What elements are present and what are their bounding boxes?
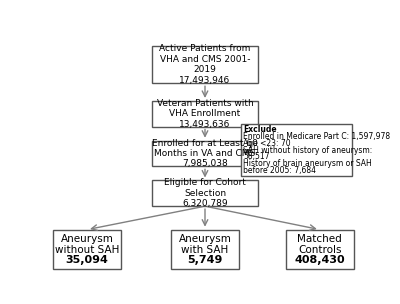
FancyBboxPatch shape [286, 230, 354, 269]
Text: Active Patients from
VHA and CMS 2001-
2019
17,493,946: Active Patients from VHA and CMS 2001- 2… [159, 44, 251, 85]
Text: Age <23: 70: Age <23: 70 [243, 139, 291, 148]
Text: 35,094: 35,094 [66, 255, 109, 265]
FancyBboxPatch shape [171, 230, 239, 269]
Text: Enrolled for at Least 60
Months in VA and CMS
7,985,038: Enrolled for at Least 60 Months in VA an… [152, 139, 258, 168]
Text: Enrolled in Medicare Part C: 1,597,978: Enrolled in Medicare Part C: 1,597,978 [243, 132, 390, 141]
Text: Matched
Controls: Matched Controls [297, 233, 342, 255]
Text: Aneurysm
with SAH: Aneurysm with SAH [178, 233, 232, 255]
Text: Exclude: Exclude [243, 126, 277, 134]
FancyBboxPatch shape [152, 141, 258, 166]
Text: 58,517: 58,517 [243, 152, 270, 161]
Text: Aneurysm
without SAH: Aneurysm without SAH [55, 233, 119, 255]
FancyBboxPatch shape [241, 124, 352, 176]
FancyBboxPatch shape [152, 46, 258, 83]
Text: 408,430: 408,430 [294, 255, 345, 265]
FancyBboxPatch shape [152, 181, 258, 206]
Text: SAH without history of aneurysm:: SAH without history of aneurysm: [243, 146, 372, 154]
Text: Eligible for Cohort
Selection
6,320,789: Eligible for Cohort Selection 6,320,789 [164, 178, 246, 208]
Text: History of brain aneurysm or SAH: History of brain aneurysm or SAH [243, 159, 372, 168]
Text: Veteran Patients with
VHA Enrollment
13,493,636: Veteran Patients with VHA Enrollment 13,… [157, 99, 253, 129]
FancyBboxPatch shape [53, 230, 121, 269]
Text: before 2005: 7,684: before 2005: 7,684 [243, 166, 316, 174]
Text: 5,749: 5,749 [187, 255, 223, 265]
FancyBboxPatch shape [152, 101, 258, 126]
